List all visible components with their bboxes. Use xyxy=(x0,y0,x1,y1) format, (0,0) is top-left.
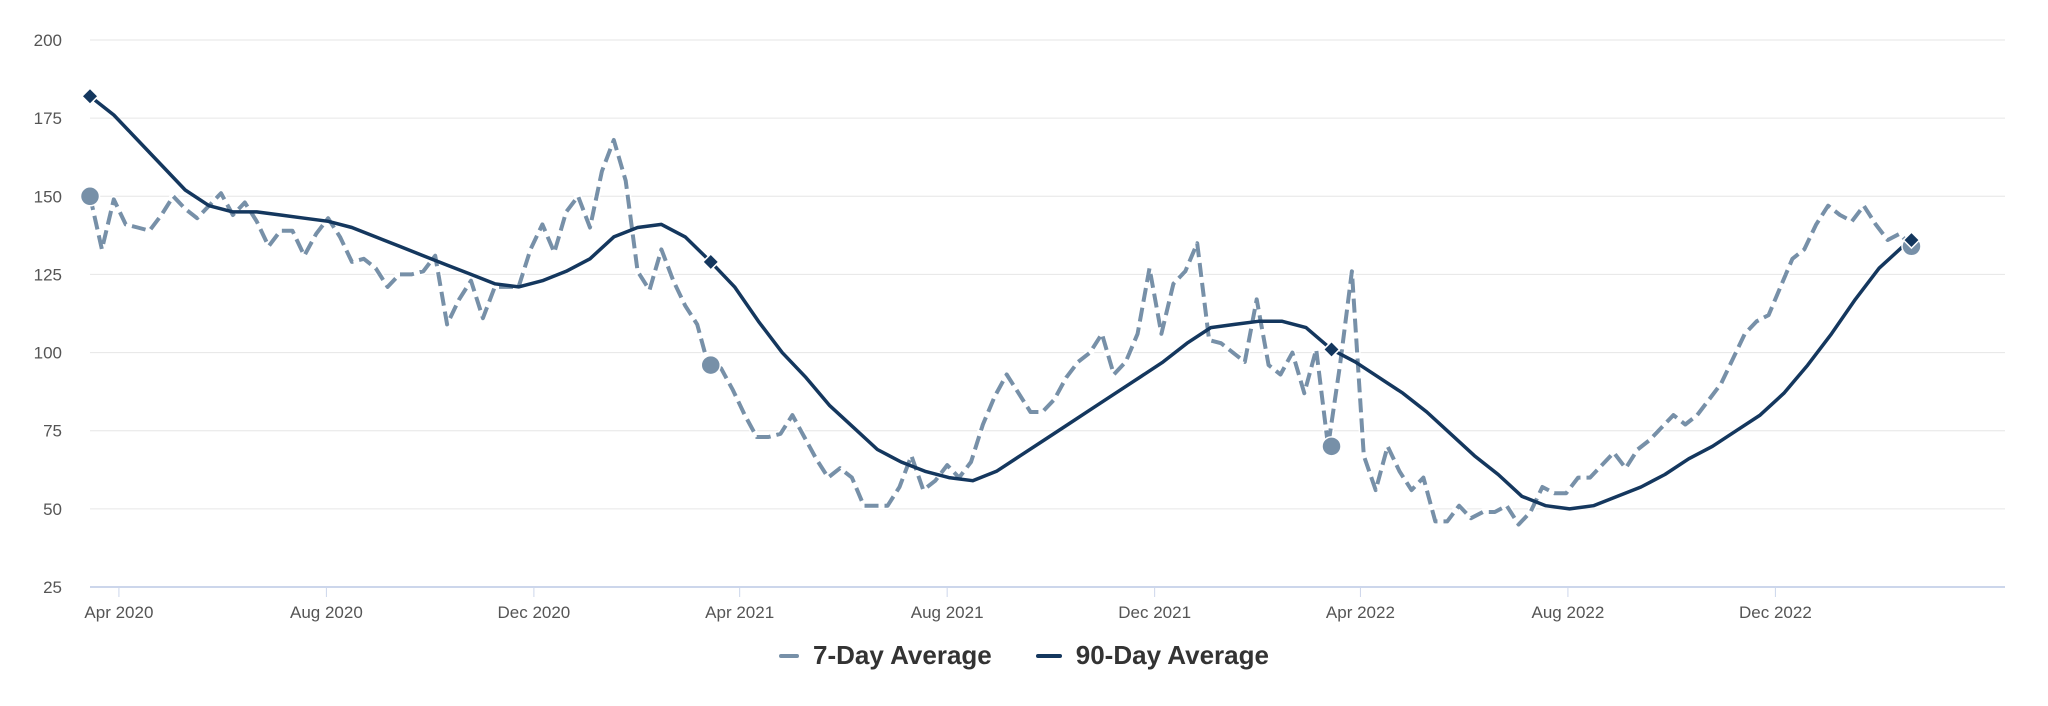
grid-lines xyxy=(90,39,2005,588)
series-group xyxy=(86,94,1915,528)
y-tick-label-175: 175 xyxy=(34,109,62,128)
x-axis-ticks: Apr 2020 Aug 2020 Dec 2020 Apr 2021 Aug 2021… xyxy=(84,587,1812,622)
legend-swatch-7-day xyxy=(779,653,800,658)
series-line-7-day xyxy=(88,138,1913,527)
x-tick-label-dec-2022: Dec 2022 xyxy=(1739,603,1812,622)
x-tick-label-apr-2021: Apr 2021 xyxy=(705,603,774,622)
point-marker-90-day-0 xyxy=(80,87,100,106)
markers-group xyxy=(79,87,1922,457)
x-tick-label-aug-2021: Aug 2021 xyxy=(911,603,984,622)
legend-item-7-day[interactable]: 7-Day Average xyxy=(779,640,992,671)
series-line-90-day xyxy=(88,94,1914,511)
x-tick-label-aug-2022: Aug 2022 xyxy=(1532,603,1605,622)
legend-label-90-day: 90-Day Average xyxy=(1075,640,1269,670)
y-tick-label-125: 125 xyxy=(34,265,62,284)
x-tick-label-apr-2020: Apr 2020 xyxy=(84,603,153,622)
y-tick-label-100: 100 xyxy=(34,344,62,363)
point-marker-90-day-2 xyxy=(1322,340,1341,359)
y-axis-ticks: 25 50 75 100 125 150 175 200 xyxy=(34,31,62,597)
point-marker-90-day-1 xyxy=(701,252,720,271)
legend-item-90-day[interactable]: 90-Day Average xyxy=(1035,640,1269,671)
y-tick-label-75: 75 xyxy=(43,422,62,441)
line-chart: 25 50 75 100 125 150 175 200 Apr 2020 Aug 2020 De… xyxy=(34,31,2005,622)
y-tick-label-50: 50 xyxy=(43,500,62,519)
x-tick-label-aug-2020: Aug 2020 xyxy=(290,603,363,622)
x-tick-label-apr-2022: Apr 2022 xyxy=(1326,603,1395,622)
point-marker-7-day-2 xyxy=(1321,436,1342,457)
x-tick-label-dec-2020: Dec 2020 xyxy=(497,603,570,622)
legend-swatch-90-day xyxy=(1035,653,1062,658)
x-tick-label-dec-2021: Dec 2021 xyxy=(1118,603,1191,622)
y-tick-label-150: 150 xyxy=(34,187,62,206)
y-tick-label-25: 25 xyxy=(43,578,62,597)
point-marker-7-day-0 xyxy=(79,186,101,207)
point-marker-90-day-3 xyxy=(1902,230,1921,250)
point-marker-7-day-1 xyxy=(700,354,722,376)
legend-label-7-day: 7-Day Average xyxy=(813,640,992,670)
legend: 7-Day Average 90-Day Average xyxy=(0,640,2048,671)
y-tick-label-200: 200 xyxy=(34,31,62,50)
